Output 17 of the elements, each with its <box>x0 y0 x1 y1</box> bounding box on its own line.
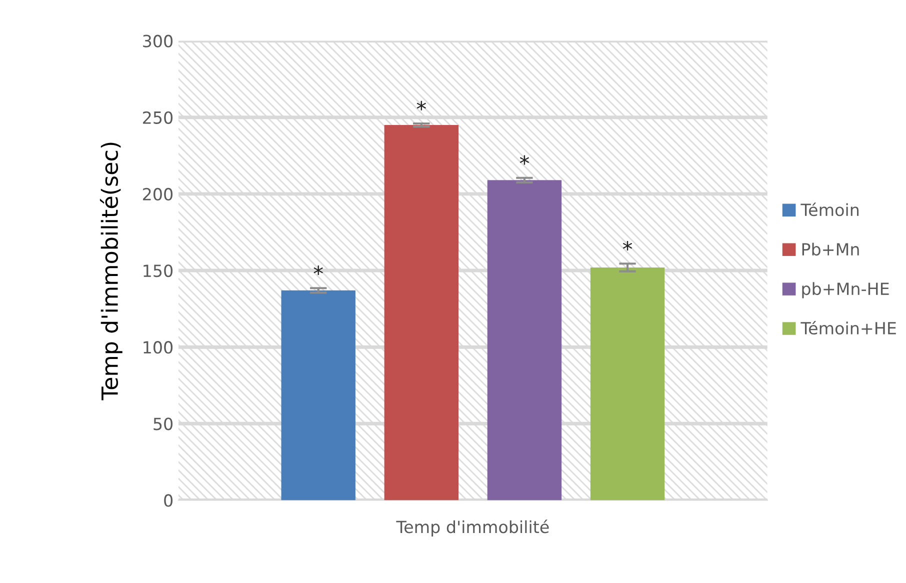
y-axis-title: Temp d'immobilité(sec) <box>100 142 122 400</box>
legend-label: Témoin <box>800 202 859 216</box>
y-tick-label: 200 <box>143 188 173 201</box>
y-tick-label: 0 <box>164 494 173 507</box>
legend-label: Témoin+HE <box>800 320 896 335</box>
y-tick-label: 250 <box>143 111 173 124</box>
y-tick-label: 100 <box>144 341 173 354</box>
y-tick-label: 50 <box>154 418 173 430</box>
y-tick-label: 150 <box>144 264 173 278</box>
y-tick-label: 300 <box>143 34 173 48</box>
annotation: * <box>314 266 323 276</box>
annotation: * <box>520 155 530 165</box>
legend-label: Pb+Mn <box>802 242 859 256</box>
annotation: * <box>416 100 426 110</box>
legend-label: pb+Mn-HE <box>802 282 889 298</box>
x-tick-label: Temp d'immobilité <box>396 520 549 536</box>
annotation: * <box>622 241 632 251</box>
